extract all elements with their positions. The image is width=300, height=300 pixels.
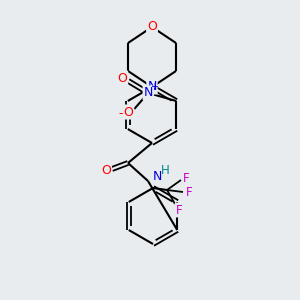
Text: O: O (147, 20, 157, 34)
Text: F: F (183, 172, 189, 185)
Text: O: O (101, 164, 111, 178)
Text: F: F (186, 185, 192, 199)
Text: H: H (160, 164, 169, 178)
Text: +: + (150, 82, 158, 92)
Text: O: O (117, 71, 127, 85)
Text: N: N (152, 170, 162, 184)
Text: N: N (144, 86, 153, 100)
Text: O: O (123, 106, 133, 118)
Text: N: N (147, 80, 157, 94)
Text: F: F (176, 203, 182, 217)
Text: -: - (118, 107, 122, 121)
